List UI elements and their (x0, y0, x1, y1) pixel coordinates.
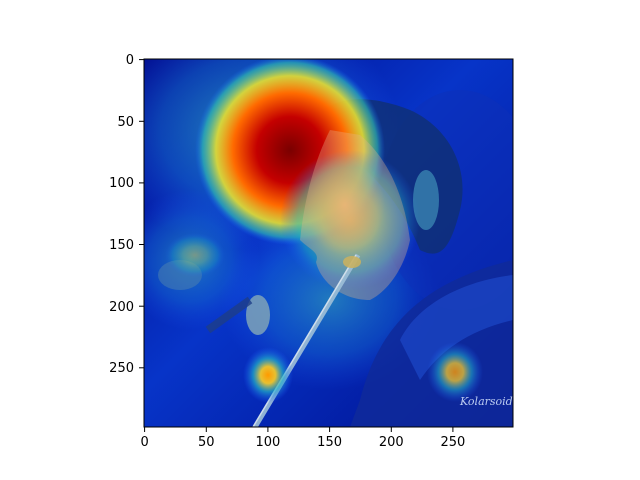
y-tick-label-100: 100 (109, 176, 134, 191)
x-tick-label-200: 200 (379, 435, 404, 450)
heatmap-image: Kolarsoid (144, 59, 513, 427)
x-tick-label-150: 150 (317, 435, 342, 450)
axes-frame (143, 58, 514, 428)
x-tick-label-50: 50 (198, 435, 215, 450)
x-tick-label-250: 250 (440, 435, 465, 450)
y-axis: 0 50 100 150 200 250 (109, 53, 144, 376)
x-axis: 0 50 100 150 200 250 (140, 427, 465, 450)
x-tick-label-100: 100 (255, 435, 280, 450)
y-tick-label-200: 200 (109, 300, 134, 315)
x-tick-label-0: 0 (140, 435, 148, 450)
y-tick-label-50: 50 (117, 115, 134, 130)
y-tick-label-250: 250 (109, 361, 134, 376)
watermark-text: Kolarsoid (459, 395, 513, 408)
y-tick-label-150: 150 (109, 238, 134, 253)
y-tick-label-0: 0 (126, 53, 134, 68)
